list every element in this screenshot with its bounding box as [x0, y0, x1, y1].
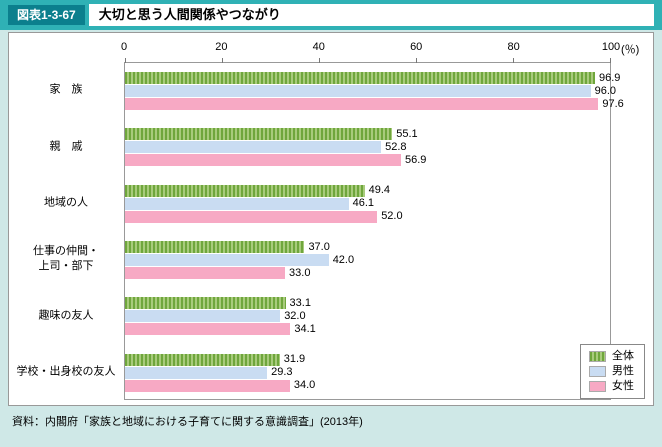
bar-value-label: 52.8: [385, 140, 407, 153]
bar-row: 33.0: [125, 267, 610, 280]
x-axis-unit: (％): [621, 44, 640, 56]
bar-row: 52.0: [125, 210, 610, 223]
x-tick-mark: [416, 58, 417, 63]
legend: 全体 男性 女性: [580, 344, 645, 399]
bar-row: 31.9: [125, 353, 610, 366]
bar-group: 31.9 29.3 34.0: [125, 345, 610, 401]
bar-group: 55.1 52.8 56.9: [125, 119, 610, 175]
bar-row: 34.0: [125, 379, 610, 392]
bar: [125, 323, 291, 336]
bar-value-label: 49.4: [368, 184, 390, 197]
bar: [125, 72, 595, 85]
legend-label: 全体: [612, 350, 634, 362]
plot-area: 96.9 96.0 97.6 55.1 52.8 56.9 49.4 46.1 52.0 37.0…: [124, 58, 624, 401]
category-label: 学校・出身校の友人: [16, 365, 116, 378]
legend-item: 全体: [589, 351, 634, 362]
bar: [125, 210, 378, 223]
bar-value-label: 96.0: [594, 84, 617, 97]
figure-title: 大切と思う人間関係やつながり: [88, 3, 654, 27]
bar: [125, 85, 591, 98]
category-label: 趣味の友人: [38, 309, 94, 322]
bar-row: 97.6: [125, 98, 624, 111]
bar-row: 49.4: [125, 184, 610, 197]
bar: [125, 353, 280, 366]
bar: [125, 379, 290, 392]
category-labels: 家 族親 戚地域の人仕事の仲間・ 上司・部下趣味の友人学校・出身校の友人: [11, 62, 121, 400]
x-tick-mark: [319, 58, 320, 63]
bar: [125, 197, 349, 210]
legend-swatch: [589, 381, 606, 392]
bar: [125, 254, 329, 267]
bar-group: 37.0 42.0 33.0: [125, 232, 610, 288]
x-tick-label: 60: [410, 41, 423, 53]
legend-item: 女性: [589, 381, 634, 392]
x-tick-mark: [125, 58, 126, 63]
bar-row: 46.1: [125, 197, 610, 210]
bar-row: 52.8: [125, 141, 610, 154]
bar-row: 42.0: [125, 254, 610, 267]
bar-row: 37.0: [125, 241, 610, 254]
legend-label: 女性: [612, 380, 634, 392]
bar-value-label: 46.1: [352, 197, 374, 210]
bar: [125, 154, 401, 167]
bar-value-label: 33.1: [289, 296, 311, 309]
bar-value-label: 52.0: [381, 210, 403, 223]
bar-row: 96.9: [125, 72, 620, 85]
bar-value-label: 34.0: [293, 379, 316, 392]
bar: [125, 267, 286, 280]
bar-value-label: 96.9: [598, 71, 621, 84]
bar-value-label: 97.6: [602, 97, 624, 110]
bar-row: 55.1: [125, 128, 610, 141]
bar-group: 33.1 32.0 34.1: [125, 288, 610, 344]
x-tick-mark: [222, 58, 223, 63]
bar: [125, 241, 305, 254]
bar-group: 49.4 46.1 52.0: [125, 176, 610, 232]
bar-group: 96.9 96.0 97.6: [125, 63, 624, 119]
bar-row: 32.0: [125, 310, 610, 323]
legend-swatch: [589, 351, 606, 362]
bar: [125, 310, 281, 323]
category-label: 家 族: [49, 83, 83, 96]
x-tick-label: 0: [120, 41, 128, 53]
x-tick-label: 80: [507, 41, 520, 53]
x-tick-mark: [610, 58, 611, 63]
figure-header: 図表1-3-67 大切と思う人間関係やつながり: [0, 0, 662, 30]
legend-swatch: [589, 366, 606, 377]
bar: [125, 141, 382, 154]
x-tick-label: 20: [215, 41, 228, 53]
bar: [125, 184, 365, 197]
bar-row: 96.0: [125, 85, 616, 98]
category-label: 仕事の仲間・ 上司・部下: [33, 245, 99, 273]
figure-number-tag: 図表1-3-67: [8, 4, 85, 26]
x-tick-label: 40: [312, 41, 325, 53]
category-label: 親 戚: [49, 140, 83, 153]
legend-label: 男性: [612, 365, 634, 377]
source-note: 資料：内閣府「家族と地域における子育てに関する意識調査」(2013年): [12, 416, 363, 428]
bar-value-label: 37.0: [308, 240, 330, 253]
chart-panel: (％) 0 20 40 60 80 100 家 族親 戚地域の人仕事の仲間・ 上司・部下趣…: [8, 32, 654, 406]
category-label: 地域の人: [44, 196, 88, 209]
bar: [125, 366, 268, 379]
x-tick-label: 100: [601, 41, 621, 53]
bar-value-label: 34.1: [294, 322, 316, 335]
bar: [125, 297, 286, 310]
bar-value-label: 29.3: [271, 366, 293, 379]
bar-value-label: 42.0: [332, 253, 355, 266]
legend-item: 男性: [589, 366, 634, 377]
bar: [125, 98, 599, 111]
bar-value-label: 33.0: [289, 266, 311, 279]
bar-row: 33.1: [125, 297, 610, 310]
bar-value-label: 56.9: [404, 153, 427, 166]
bar: [125, 128, 393, 141]
bar-value-label: 31.9: [283, 353, 306, 366]
bar-row: 56.9: [125, 154, 610, 167]
x-tick-mark: [513, 58, 514, 63]
x-axis: (％) 0 20 40 60 80 100: [120, 41, 639, 56]
bar-row: 29.3: [125, 366, 610, 379]
bar-row: 34.1: [125, 323, 610, 336]
bar-value-label: 32.0: [284, 309, 306, 322]
bar-value-label: 55.1: [396, 127, 418, 140]
